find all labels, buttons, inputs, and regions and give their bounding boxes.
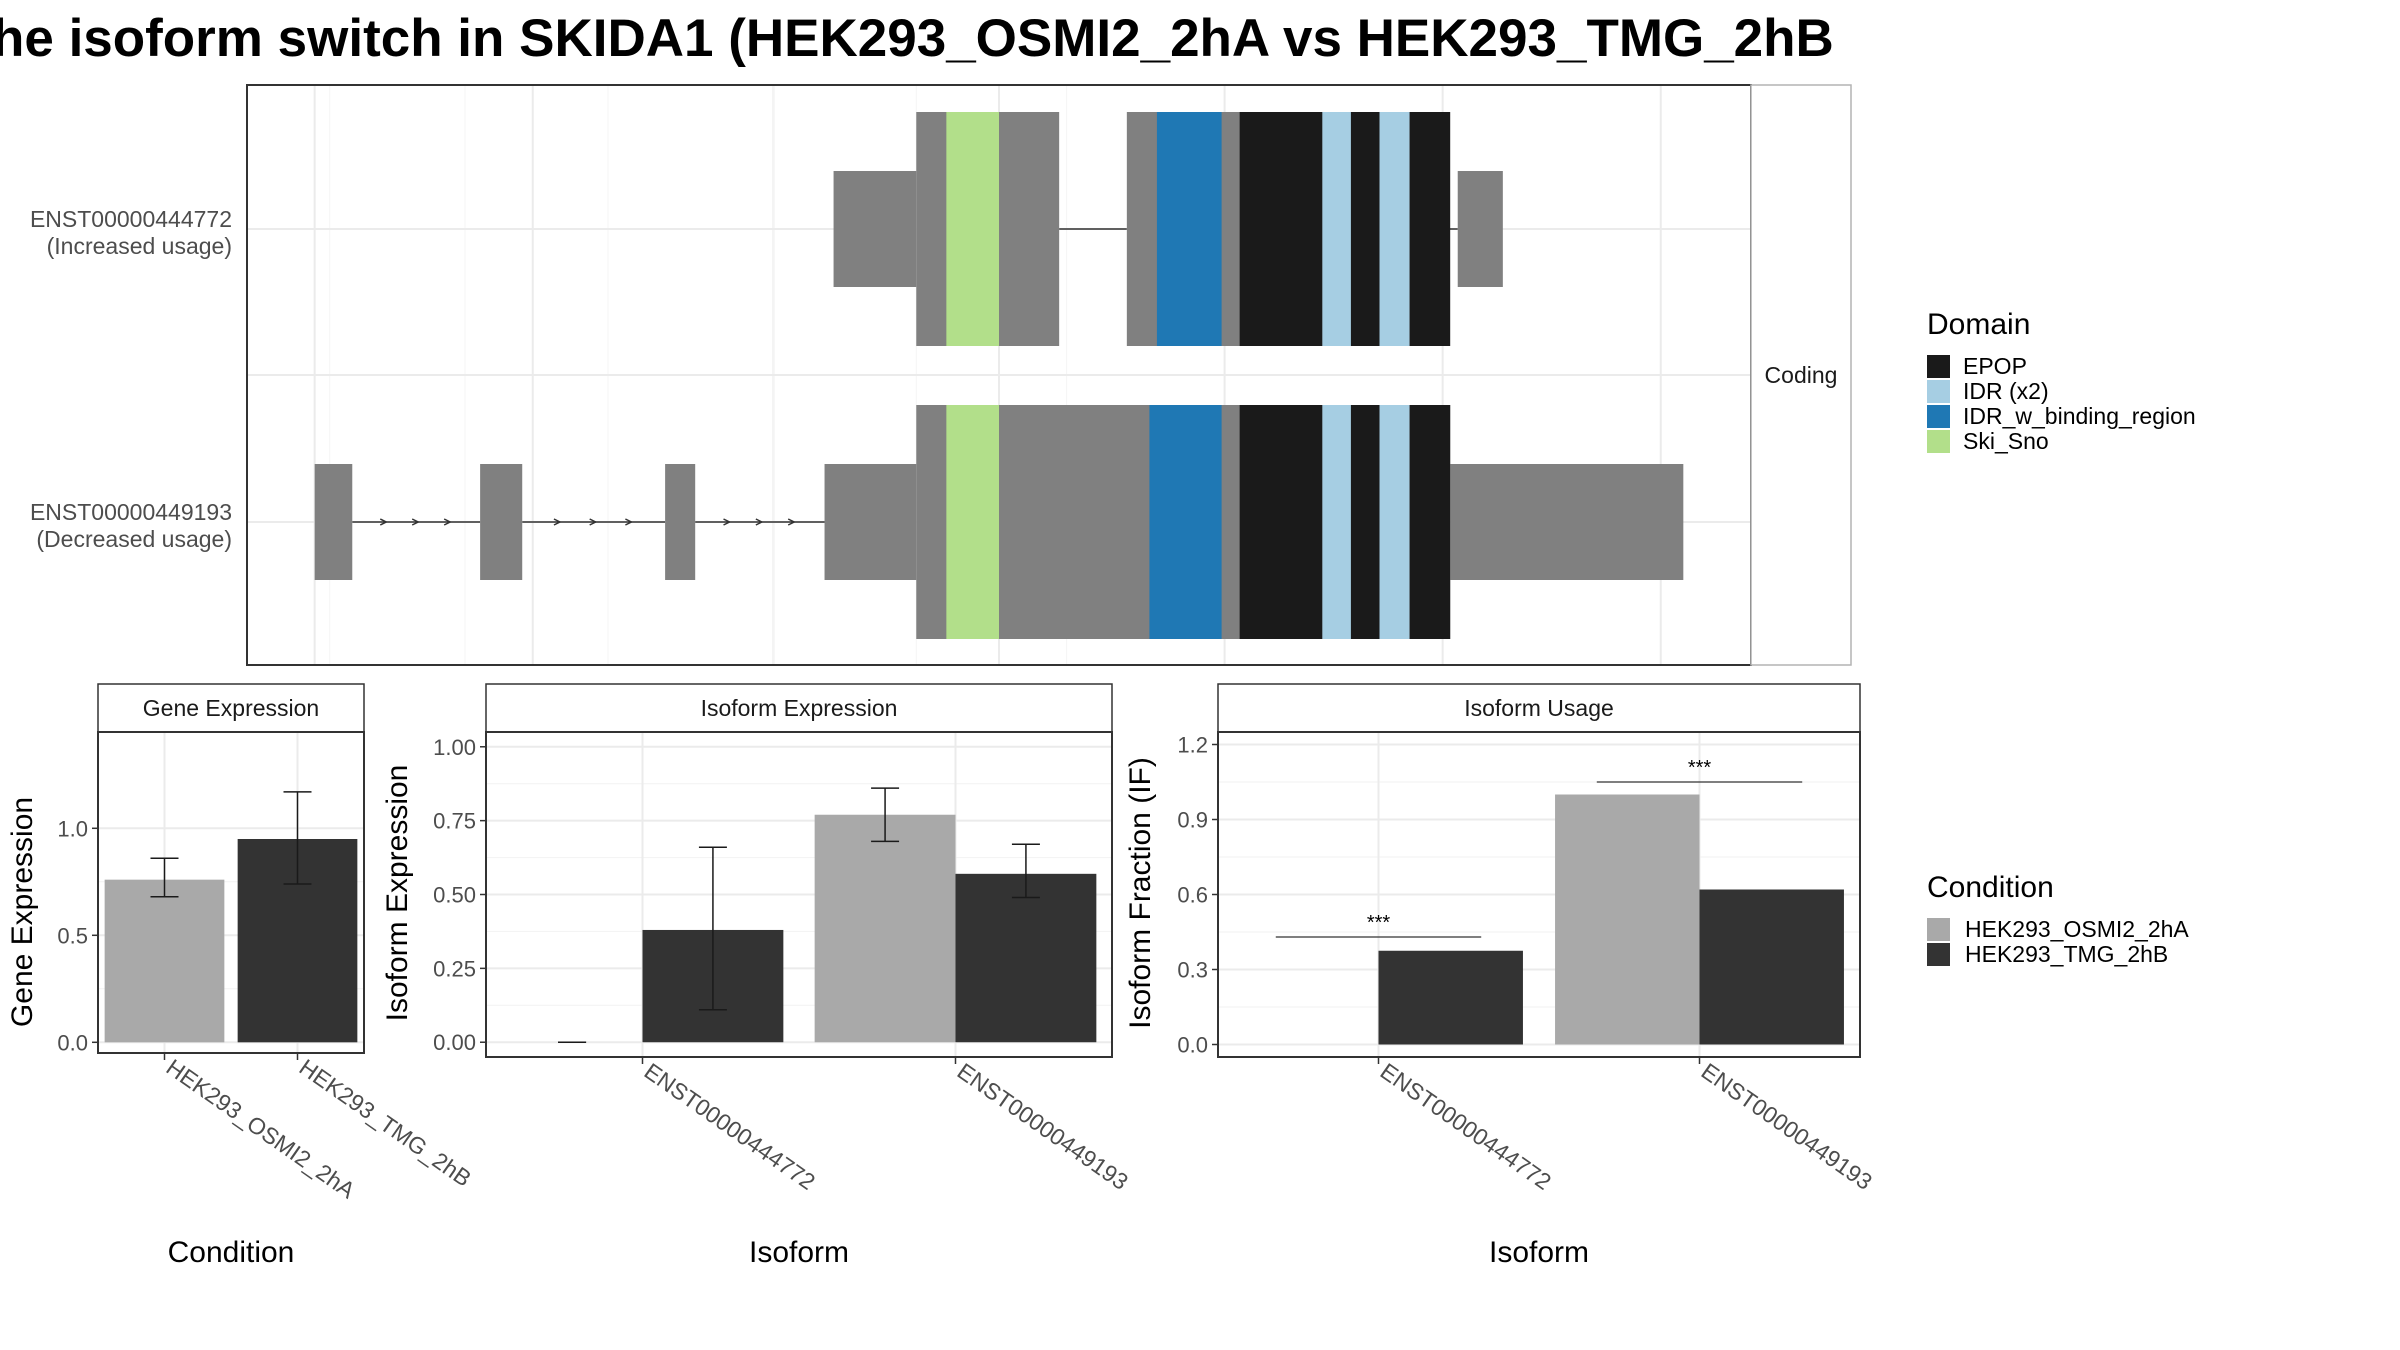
y-tick-label: 0.5: [57, 923, 88, 948]
y-tick-label: 0.00: [433, 1030, 476, 1055]
x-tick-label: ENST00000449193: [1697, 1058, 1877, 1195]
y-axis-title: Isoform Expression: [381, 765, 414, 1022]
isoform-structure-panel: ENST00000444772(Increased usage) ENST0000…: [30, 84, 1852, 666]
panel-strip: [1217, 683, 1861, 733]
domain-idr-x2-: [1322, 405, 1351, 639]
panel-title: Gene Expression: [143, 695, 319, 721]
intron-arrow: [411, 518, 420, 526]
intron-arrow: [723, 518, 732, 526]
condition-legend-key: [1927, 943, 1950, 966]
y-tick-label: 0.50: [433, 883, 476, 908]
panel-title: Isoform Usage: [1464, 695, 1614, 721]
condition-legend-title: Condition: [1927, 871, 2054, 904]
significance-label: ***: [1688, 757, 1712, 779]
panel-strip: [97, 683, 365, 733]
condition-legend-key: [1927, 918, 1950, 941]
bar: [104, 879, 225, 1043]
x-tick-label: ENST00000444772: [1376, 1058, 1556, 1195]
bar: [955, 873, 1097, 1043]
domain-legend-key: [1927, 355, 1950, 378]
utr-exon: [1450, 464, 1684, 580]
plot-border: [1217, 731, 1861, 1058]
y-tick-label: 1.0: [57, 816, 88, 841]
utr-exon: [314, 464, 353, 580]
domain-legend-label: IDR_w_binding_region: [1963, 403, 2196, 429]
bar: [814, 814, 956, 1043]
transcript-id-label: ENST00000444772: [30, 206, 232, 232]
domain-legend-title: Domain: [1927, 308, 2030, 341]
domain-epop: [1239, 405, 1323, 639]
domain-epop: [1409, 112, 1451, 346]
x-tick-label: ENST00000449193: [953, 1058, 1133, 1195]
intron-arrow: [589, 518, 598, 526]
y-tick-label: 1.2: [1177, 733, 1208, 758]
intron-arrow: [787, 518, 796, 526]
domain-ski-sno: [946, 405, 999, 639]
isoform-expression-panel: Isoform Expression 0.00 0.25 0.50 0.75 1.00 EN…: [381, 683, 1133, 1269]
intron-arrow: [625, 518, 634, 526]
utr-exon: [824, 464, 917, 580]
domain-ski-sno: [946, 112, 999, 346]
domain-epop: [1350, 405, 1380, 639]
intron-arrow: [443, 518, 452, 526]
intron-arrow: [379, 518, 388, 526]
domain-legend-key: [1927, 380, 1950, 403]
domain-legend-label: EPOP: [1963, 353, 2027, 379]
facet-strip-label: Coding: [1765, 362, 1838, 388]
x-axis-title: Isoform: [749, 1236, 849, 1269]
plot-border: [485, 731, 1113, 1058]
isoform-usage-panel: Isoform Usage 0.0 0.3 0.6 0.9 1.2 *** *** ENST00…: [1124, 683, 1877, 1269]
x-axis-title: Isoform: [1489, 1236, 1589, 1269]
bar: [1378, 950, 1523, 1045]
x-axis-title: Condition: [168, 1236, 295, 1269]
intron-arrow: [755, 518, 764, 526]
domain-legend-label: IDR (x2): [1963, 378, 2049, 404]
y-tick-label: 1.00: [433, 735, 476, 760]
domain-legend-label: Ski_Sno: [1963, 428, 2049, 454]
intron-arrow: [553, 518, 562, 526]
y-tick-label: 0.0: [57, 1030, 88, 1055]
transcript-usage-label: (Decreased usage): [36, 526, 232, 552]
transcript-id-label: ENST00000449193: [30, 499, 232, 525]
domain-epop: [1409, 405, 1451, 639]
utr-exon: [1457, 171, 1503, 287]
transcript-usage-label: (Increased usage): [47, 233, 232, 259]
condition-legend-label: HEK293_OSMI2_2hA: [1965, 916, 2189, 942]
x-tick-label: ENST00000444772: [640, 1058, 820, 1195]
y-tick-label: 0.9: [1177, 808, 1208, 833]
significance-label: ***: [1367, 912, 1391, 934]
domain-legend-key: [1927, 405, 1950, 428]
bar: [1555, 794, 1700, 1045]
utr-exon: [665, 464, 696, 580]
panel-title: Isoform Expression: [701, 695, 898, 721]
y-axis-title: Gene Expression: [6, 797, 39, 1027]
y-tick-label: 0.3: [1177, 958, 1208, 983]
domain-idr-x2-: [1379, 405, 1410, 639]
panel-strip: [485, 683, 1113, 733]
y-tick-label: 0.0: [1177, 1033, 1208, 1058]
domain-idr-w-binding-region: [1149, 405, 1222, 639]
domain-epop: [1239, 112, 1323, 346]
utr-exon: [833, 171, 917, 287]
domain-idr-x2-: [1322, 112, 1351, 346]
bar: [1699, 889, 1844, 1045]
condition-legend-label: HEK293_TMG_2hB: [1965, 941, 2168, 967]
facet-strip: [1750, 84, 1852, 666]
domain-idr-x2-: [1379, 112, 1410, 346]
y-tick-label: 0.6: [1177, 883, 1208, 908]
domain-idr-w-binding-region: [1156, 112, 1222, 346]
domain-legend-key: [1927, 430, 1950, 453]
y-tick-label: 0.25: [433, 956, 476, 981]
plot-border: [97, 731, 365, 1054]
y-axis-title: Isoform Fraction (IF): [1124, 757, 1157, 1029]
domain-epop: [1350, 112, 1380, 346]
utr-exon: [480, 464, 523, 580]
y-tick-label: 0.75: [433, 809, 476, 834]
figure-title: he isoform switch in SKIDA1 (HEK293_OSMI…: [0, 9, 1834, 68]
